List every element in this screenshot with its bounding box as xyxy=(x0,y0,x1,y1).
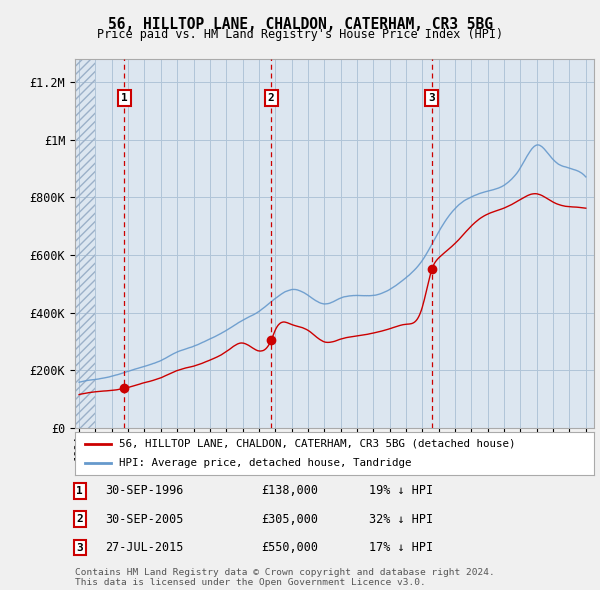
Text: 30-SEP-1996: 30-SEP-1996 xyxy=(105,484,184,497)
Text: 32% ↓ HPI: 32% ↓ HPI xyxy=(369,513,433,526)
Text: 17% ↓ HPI: 17% ↓ HPI xyxy=(369,541,433,554)
Text: 56, HILLTOP LANE, CHALDON, CATERHAM, CR3 5BG: 56, HILLTOP LANE, CHALDON, CATERHAM, CR3… xyxy=(107,17,493,31)
Text: 1: 1 xyxy=(76,486,83,496)
Text: 2: 2 xyxy=(76,514,83,524)
Text: 27-JUL-2015: 27-JUL-2015 xyxy=(105,541,184,554)
Text: 3: 3 xyxy=(76,543,83,552)
Text: 2: 2 xyxy=(268,93,275,103)
Text: 30-SEP-2005: 30-SEP-2005 xyxy=(105,513,184,526)
Text: £550,000: £550,000 xyxy=(261,541,318,554)
Text: Price paid vs. HM Land Registry's House Price Index (HPI): Price paid vs. HM Land Registry's House … xyxy=(97,28,503,41)
Text: Contains HM Land Registry data © Crown copyright and database right 2024.
This d: Contains HM Land Registry data © Crown c… xyxy=(75,568,495,587)
Text: £305,000: £305,000 xyxy=(261,513,318,526)
Bar xyxy=(75,59,95,428)
Text: 3: 3 xyxy=(428,93,435,103)
Text: HPI: Average price, detached house, Tandridge: HPI: Average price, detached house, Tand… xyxy=(119,458,412,468)
Text: £138,000: £138,000 xyxy=(261,484,318,497)
Bar xyxy=(75,59,95,428)
Text: 19% ↓ HPI: 19% ↓ HPI xyxy=(369,484,433,497)
Text: 1: 1 xyxy=(121,93,127,103)
Text: 56, HILLTOP LANE, CHALDON, CATERHAM, CR3 5BG (detached house): 56, HILLTOP LANE, CHALDON, CATERHAM, CR3… xyxy=(119,438,515,448)
